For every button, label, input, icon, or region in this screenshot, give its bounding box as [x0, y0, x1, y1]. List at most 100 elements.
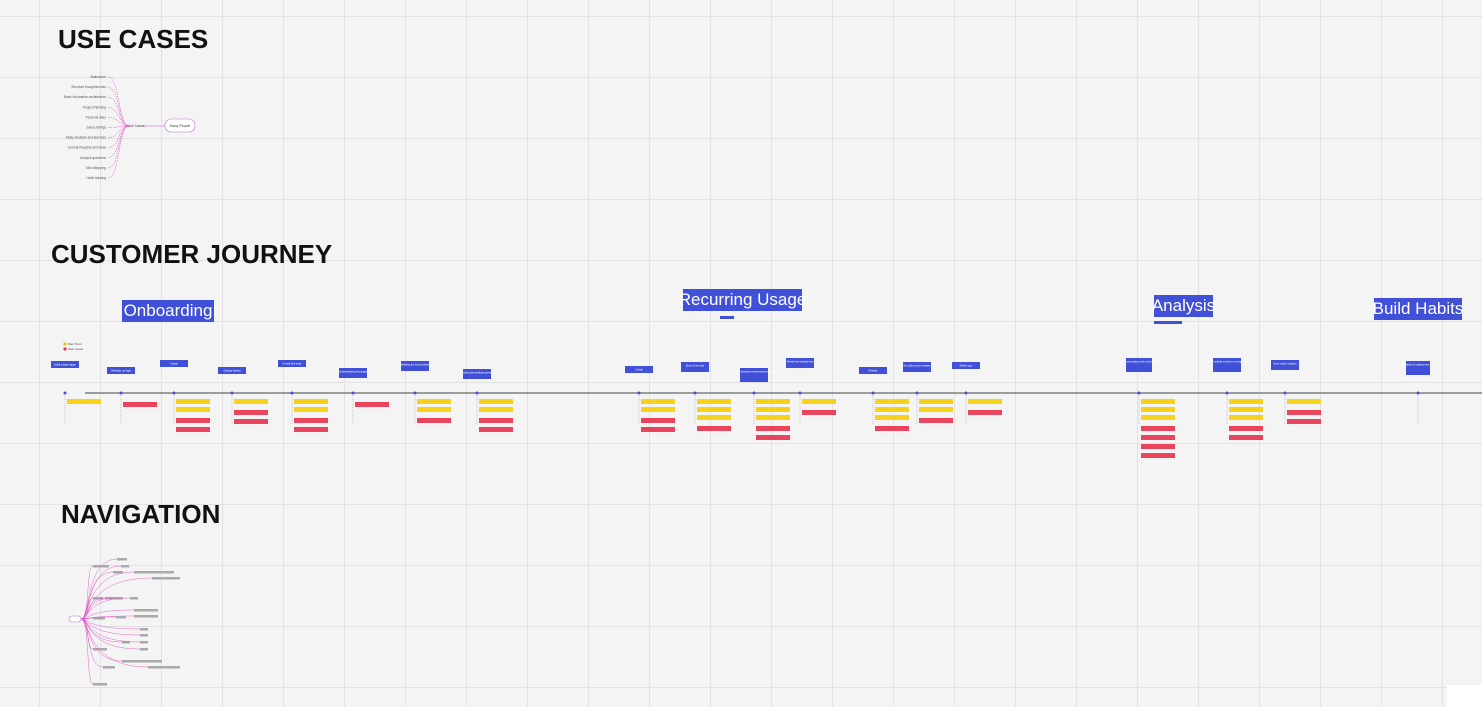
step-box	[740, 368, 768, 382]
step-label: Create and analyze the entry's graph	[1118, 360, 1161, 364]
nav-node	[140, 648, 148, 651]
step-dot	[119, 391, 123, 395]
section-title: CUSTOMER JOURNEY	[51, 239, 333, 269]
sticky-goal	[234, 399, 268, 404]
nav-node	[93, 648, 107, 651]
legend-dot	[63, 342, 67, 346]
sticky-pain	[641, 427, 675, 432]
step-box	[859, 367, 887, 374]
step-dot	[1137, 391, 1141, 395]
sticky-goal	[756, 399, 790, 404]
step-box	[160, 360, 188, 367]
sticky-pain	[802, 410, 836, 415]
nav-node	[140, 628, 148, 631]
step-label: Entry of the day	[686, 364, 705, 368]
map-link	[107, 96, 130, 127]
step-label: Visit/sign up login	[111, 369, 132, 373]
step-label: Mobile app	[960, 364, 973, 368]
nav-node	[134, 571, 174, 574]
step-dot	[413, 391, 417, 395]
sticky-goal	[1229, 415, 1263, 420]
sticky-pain	[1141, 453, 1175, 458]
nav-node	[121, 565, 129, 568]
step-label: Build habits of making new entries	[1398, 363, 1438, 367]
step-box	[952, 362, 980, 369]
step-dot	[637, 391, 641, 395]
step-box	[1271, 360, 1299, 370]
step-dot	[230, 391, 234, 395]
legend-label: User Goals	[68, 347, 84, 351]
step-label: Create first entry	[282, 362, 302, 366]
sticky-pain	[479, 427, 513, 432]
map-link	[107, 125, 130, 138]
step-box	[903, 362, 931, 372]
sticky-pain	[1141, 435, 1175, 440]
map-item: Analyze questions	[80, 156, 106, 160]
map-item: Personal diary	[86, 115, 107, 119]
sticky-pain	[1229, 435, 1263, 440]
sticky-goal	[1141, 407, 1175, 412]
sticky-goal	[294, 399, 328, 404]
legend-label: Pain Point	[68, 342, 82, 346]
step-dot	[752, 391, 756, 395]
step-label: Understanding the graph	[339, 370, 368, 374]
minimap	[1447, 685, 1482, 707]
step-box	[786, 358, 814, 368]
stage-label-bg	[122, 300, 214, 322]
sticky-goal	[875, 407, 909, 412]
sticky-pain	[1141, 426, 1175, 431]
nav-link	[80, 597, 131, 620]
nav-root	[68, 615, 82, 623]
sticky-pain	[641, 418, 675, 423]
step-dot	[1225, 391, 1229, 395]
stage-label: Analysis	[1152, 296, 1215, 315]
nav-link	[80, 618, 141, 643]
map-link	[107, 125, 130, 159]
stage-label-bg	[1154, 295, 1213, 317]
map-link	[107, 86, 130, 127]
map-item: Brainstorm	[91, 75, 107, 79]
step-dot	[915, 391, 919, 395]
step-label: Review previous entries/search history	[732, 370, 777, 374]
sticky-goal	[479, 407, 513, 412]
sticky-pain	[1141, 444, 1175, 449]
nav-link	[80, 597, 114, 620]
stage-label: Onboarding	[124, 301, 213, 320]
step-dot	[63, 391, 67, 395]
sticky-goal	[1287, 399, 1321, 404]
sticky-pain	[756, 426, 790, 431]
sticky-pain	[355, 402, 389, 407]
nav-node	[148, 666, 180, 669]
nav-node	[93, 617, 105, 620]
step-dot	[1416, 391, 1420, 395]
step-box	[339, 368, 367, 378]
sticky-goal	[968, 399, 1002, 404]
sticky-pain	[176, 427, 210, 432]
step-label: Getting started	[223, 369, 241, 373]
step-box	[1213, 358, 1241, 372]
nav-link	[80, 571, 114, 620]
step-box	[51, 361, 79, 368]
sticky-pain	[697, 426, 731, 431]
sticky-goal	[1141, 415, 1175, 420]
nav-node	[130, 597, 138, 600]
nav-link	[80, 618, 141, 650]
map-center: Use Cases	[127, 124, 144, 128]
nav-node	[103, 666, 115, 669]
nav-node	[116, 616, 126, 619]
stage-label: Build Habits	[1373, 299, 1464, 318]
sticky-goal	[919, 407, 953, 412]
step-box	[625, 366, 653, 373]
step-label: Create	[635, 368, 643, 372]
section-title: NAVIGATION	[61, 499, 221, 529]
sticky-goal	[641, 407, 675, 412]
sticky-goal	[479, 399, 513, 404]
nav-link	[80, 618, 104, 668]
nav-node	[122, 660, 162, 663]
stage-label-bg	[683, 289, 802, 311]
nav-link	[80, 577, 153, 620]
step-box	[278, 360, 306, 367]
sticky-pain	[234, 410, 268, 415]
sticky-goal	[641, 399, 675, 404]
